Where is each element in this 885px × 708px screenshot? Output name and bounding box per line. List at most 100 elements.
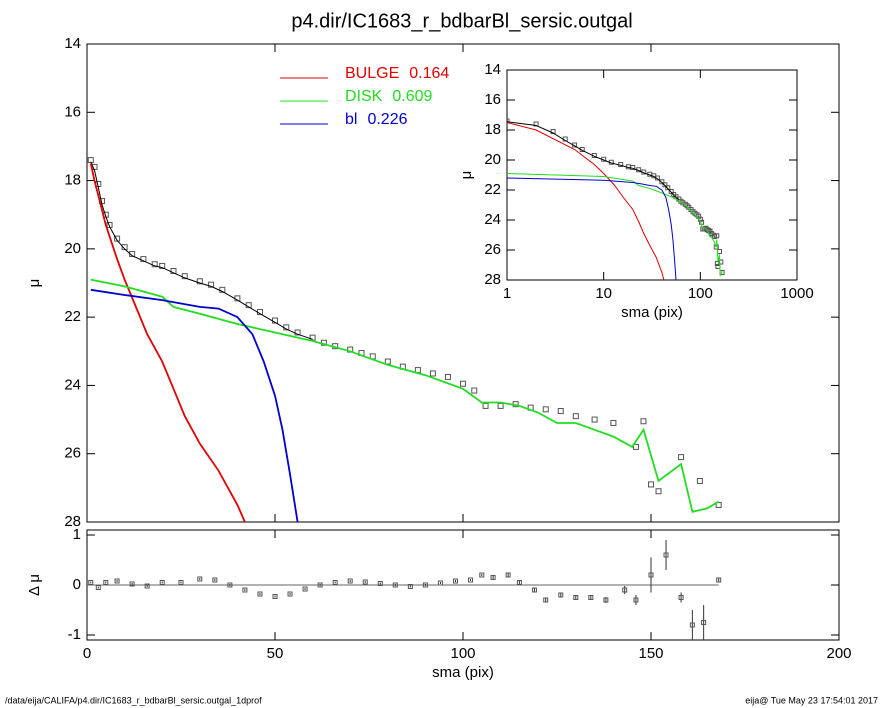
y-tick-label: 18 [484, 121, 501, 138]
data-point [665, 185, 671, 191]
data-point [622, 587, 628, 593]
data-point [121, 244, 128, 251]
data-point [471, 387, 478, 394]
chart-title: p4.dir/IC1683_r_bdbarBl_sersic.outgal [291, 10, 632, 32]
data-point [170, 268, 177, 275]
data-point [663, 552, 669, 558]
data-point [482, 402, 489, 409]
plot-area [507, 118, 725, 280]
data-point [633, 597, 639, 603]
data-point [309, 334, 316, 341]
data-point [505, 572, 511, 578]
x-tick-label: 100 [688, 285, 713, 302]
footer-right: eija@ Tue May 23 17:54:01 2017 [745, 695, 878, 705]
series-line [507, 177, 677, 280]
data-point [588, 595, 594, 600]
series-line [90, 161, 313, 340]
y-tick-label: 0 [73, 576, 81, 593]
y-tick-label: 22 [64, 308, 81, 325]
data-point [689, 622, 695, 628]
legend-fraction: 0.164 [409, 65, 449, 82]
y-tick-label: 24 [484, 211, 501, 228]
data-point [648, 481, 654, 488]
data-point [603, 597, 609, 603]
data-point [572, 413, 579, 420]
data-point [212, 577, 218, 583]
data-point [497, 402, 504, 409]
data-point [208, 281, 215, 288]
y-tick-label: 22 [484, 181, 501, 198]
data-point [648, 572, 654, 578]
data-point [452, 578, 458, 584]
y-axis-label: μ [26, 279, 43, 288]
data-point [696, 478, 703, 485]
series-line [90, 278, 720, 513]
series-line [90, 288, 299, 522]
data-point [718, 259, 724, 265]
y-tick-label: 14 [484, 61, 501, 78]
data-point [479, 572, 485, 578]
x-tick-label: 10 [595, 285, 612, 302]
y-tick-label: 1 [73, 526, 81, 543]
legend-label: BULGE 0.164 [345, 65, 449, 82]
y-tick-label: 20 [64, 240, 81, 257]
y-axis-label: μ [458, 171, 475, 180]
series-line [89, 163, 246, 522]
legend-fraction: 0.609 [392, 88, 432, 105]
data-point [516, 580, 522, 585]
legend-name: DISK [345, 88, 383, 105]
data-point [531, 587, 537, 593]
x-tick-label: 1 [503, 285, 511, 302]
y-tick-label: 14 [64, 35, 81, 52]
y-tick-label: 26 [484, 241, 501, 258]
data-point [610, 419, 617, 426]
legend-name: BULGE [345, 65, 399, 82]
plot-area [87, 157, 722, 522]
y-tick-label: 24 [64, 376, 81, 393]
data-point [377, 581, 383, 586]
data-point [317, 582, 323, 588]
legend-fraction: 0.226 [367, 111, 407, 128]
data-point [714, 233, 720, 239]
plot-frame [506, 69, 798, 281]
x-tick-label: 200 [826, 645, 851, 662]
data-point [662, 182, 668, 188]
y-tick-label: -1 [68, 626, 81, 643]
x-axis-label: sma (pix) [432, 664, 494, 681]
series-line [507, 121, 680, 201]
data-point [640, 418, 647, 425]
x-tick-label: 150 [638, 645, 663, 662]
data-point [460, 380, 466, 387]
y-tick-label: 28 [484, 271, 501, 288]
y-tick-label: 16 [484, 91, 501, 108]
y-tick-label: 26 [64, 445, 81, 462]
data-point [392, 582, 398, 588]
data-point [302, 586, 308, 592]
data-point [140, 256, 147, 263]
data-point [701, 620, 707, 625]
x-tick-label: 100 [450, 645, 475, 662]
legend-label: DISK 0.609 [345, 88, 432, 105]
data-point [95, 585, 101, 590]
data-point [678, 454, 685, 461]
data-point [422, 582, 428, 588]
y-tick-label: 28 [64, 513, 81, 530]
data-point [659, 179, 665, 185]
x-tick-label: 1000 [780, 285, 813, 302]
data-point [114, 578, 120, 584]
footer-left: /data/eija/CALIFA/p4.dir/IC1683_r_bdbarB… [5, 695, 262, 705]
data-point [429, 370, 436, 377]
x-tick-label: 50 [267, 645, 284, 662]
data-point [257, 591, 263, 597]
data-point [159, 262, 166, 269]
data-point [444, 373, 451, 380]
data-point [591, 416, 598, 423]
data-point [542, 406, 549, 413]
data-point [632, 443, 639, 450]
series-line [507, 173, 723, 277]
data-point [242, 587, 248, 593]
data-point [196, 278, 203, 285]
data-point [678, 595, 684, 600]
data-point [507, 118, 510, 124]
y-tick-label: 18 [64, 172, 81, 189]
